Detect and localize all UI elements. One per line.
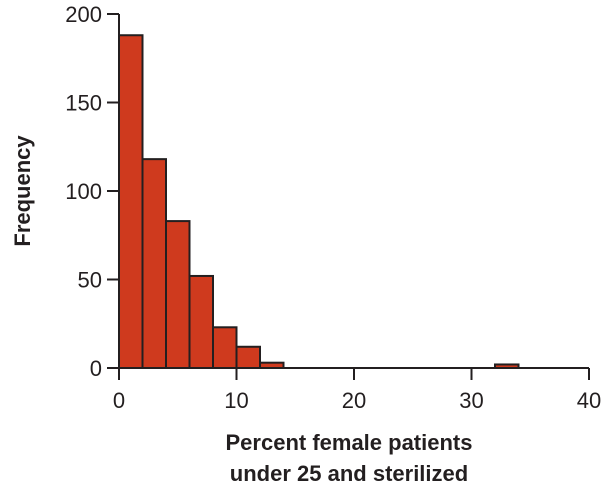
y-axis-title: Frequency [10, 135, 35, 247]
histogram-bars [118, 34, 520, 370]
histogram-bar-0-2 [118, 34, 144, 370]
x-axis-title-line-1: Percent female patients [226, 430, 473, 455]
x-tick-label: 30 [459, 388, 483, 413]
x-tick-label: 40 [577, 388, 601, 413]
histogram-bar-8-10 [212, 326, 238, 370]
histogram-bar-2-4 [141, 158, 167, 369]
x-tick-label: 20 [342, 388, 366, 413]
y-tick-label: 150 [65, 91, 102, 116]
x-tick-label: 10 [224, 388, 248, 413]
histogram-bar-10-12 [235, 345, 261, 370]
y-tick-label: 200 [65, 2, 102, 27]
y-axis-ticks: 0 50 100 150 200 [65, 2, 119, 381]
x-axis-title-line-2: under 25 and sterilized [230, 461, 468, 486]
x-axis-ticks: 0 10 20 30 40 [113, 368, 601, 413]
histogram-bar-6-8 [188, 274, 214, 369]
y-tick-label: 0 [90, 356, 102, 381]
y-tick-label: 100 [65, 179, 102, 204]
histogram-bar-4-6 [165, 220, 191, 369]
y-tick-label: 50 [78, 268, 102, 293]
x-tick-label: 0 [113, 388, 125, 413]
